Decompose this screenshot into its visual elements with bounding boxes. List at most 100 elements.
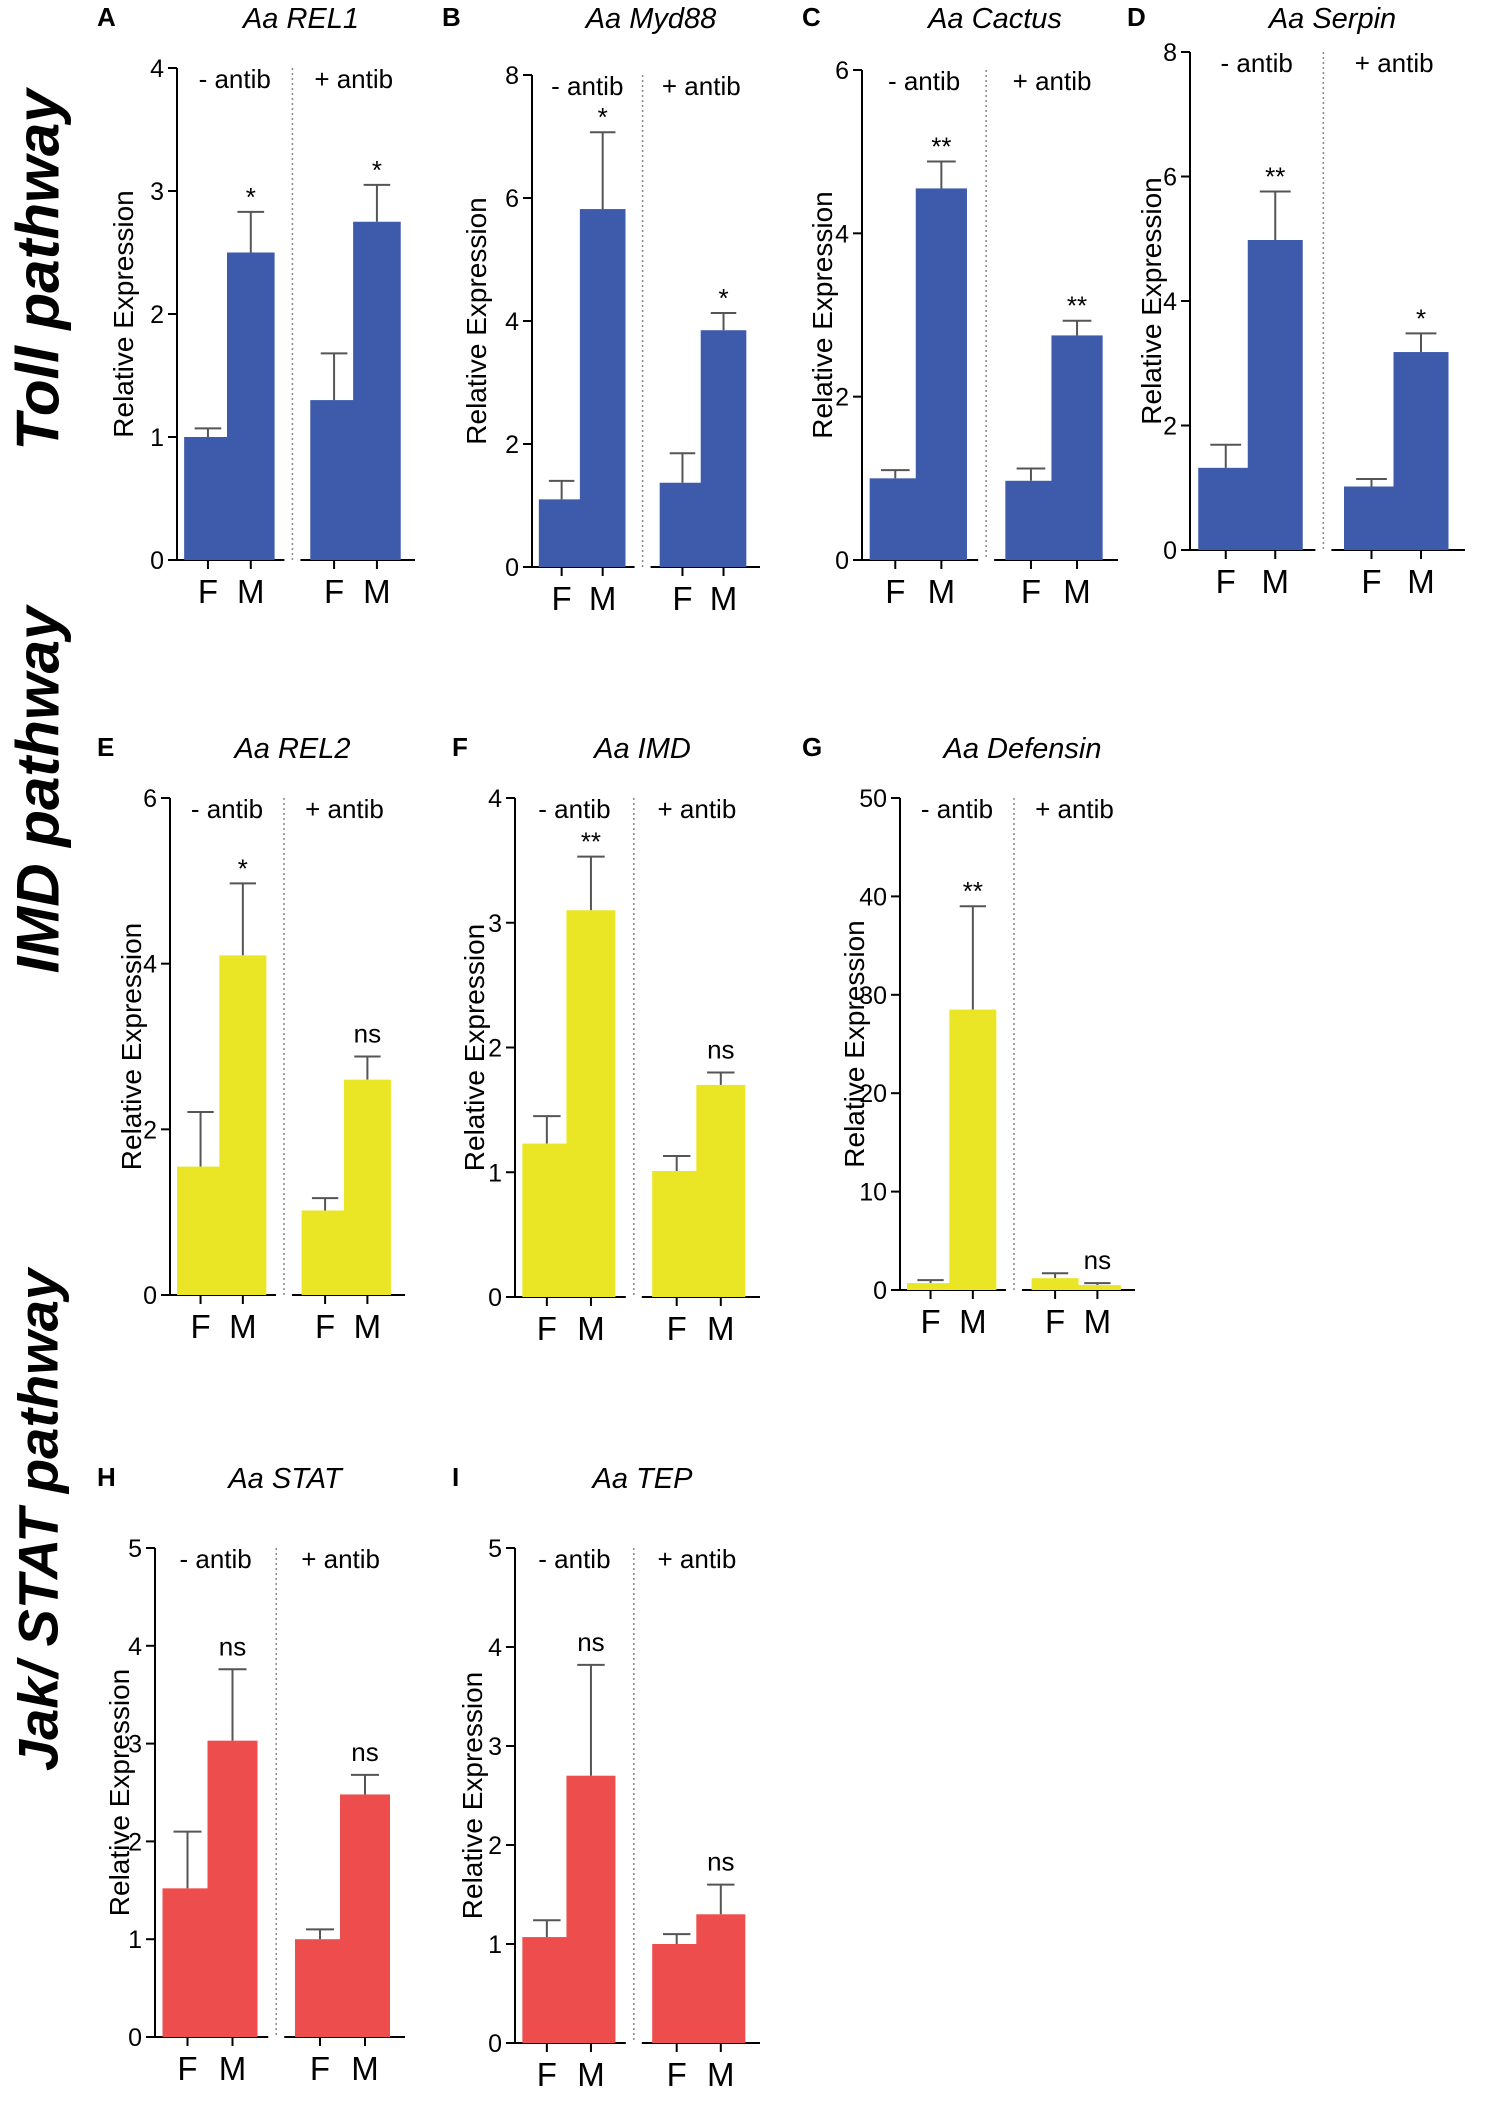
chart-title: Aa TEP	[591, 1463, 694, 1495]
imd-pathway-label: IMD pathway	[4, 606, 72, 974]
category-label: M	[237, 573, 265, 610]
group-label: - antib	[921, 794, 993, 824]
chart-c: C Aa Cactus 0 2 4 6 Relative Expression - antib…	[802, 2, 1118, 610]
y-axis-label: Relative Expression	[116, 923, 147, 1170]
category-label: M	[707, 1310, 735, 1347]
bar	[522, 1937, 572, 2043]
chart-i: I Aa TEP 0 1 2 3 4 5 Relative Expression - antib +…	[452, 1462, 760, 2093]
bar	[1051, 335, 1103, 560]
chart-e: E Aa REL2 0 2 4 6 Relative Expression - antib + …	[97, 732, 405, 1345]
chart-a: A Aa REL1 0 1 2 3 4 Relative Expression - antib +…	[97, 2, 415, 610]
panel-a: A Aa REL1 0 1 2 3 4 Relative Expression - antib +…	[95, 0, 425, 640]
y-axis-label: Relative Expression	[457, 1672, 488, 1919]
y-tick-label: 3	[488, 910, 502, 938]
bar	[1198, 467, 1254, 550]
category-label: M	[959, 1303, 987, 1340]
category-label: F	[310, 2050, 330, 2087]
group-label: + antib	[301, 1544, 380, 1574]
y-tick-label: 10	[859, 1179, 887, 1207]
chart-b: B Aa Myd88 0 2 4 6 8 Relative Expression - antib…	[442, 2, 760, 617]
panel-b: B Aa Myd88 0 2 4 6 8 Relative Expression - antib…	[440, 0, 770, 640]
y-tick-label: 20	[859, 1080, 887, 1108]
bar	[915, 188, 967, 560]
y-tick-label: 4	[488, 785, 502, 813]
category-label: F	[885, 573, 905, 610]
category-label: F	[315, 1308, 335, 1345]
bar	[207, 1740, 258, 2037]
chart-title: Aa Serpin	[1267, 3, 1396, 35]
category-label: M	[1084, 1303, 1112, 1340]
bar	[907, 1283, 955, 1290]
y-tick-label: 4	[505, 308, 519, 336]
group-label: - antib	[538, 794, 610, 824]
y-tick-label: 4	[488, 1634, 502, 1662]
panel-g: G Aa Defensin 0 10 20 30 40 50 Relative Expressi…	[800, 730, 1150, 1370]
category-label: F	[537, 1310, 557, 1347]
category-label: F	[552, 580, 572, 617]
y-tick-label: 50	[859, 785, 887, 813]
category-label: F	[190, 1308, 210, 1345]
bar	[310, 400, 358, 560]
y-tick-label: 3	[488, 1733, 502, 1761]
panel-letter: A	[97, 2, 116, 32]
y-tick-label: 3	[128, 1731, 142, 1759]
y-tick-label: 8	[505, 62, 519, 90]
category-label: F	[667, 2056, 687, 2093]
group-label: + antib	[662, 71, 741, 101]
y-axis-label: Relative Expression	[1136, 177, 1167, 424]
significance-label: **	[963, 876, 983, 906]
chart-title: Aa IMD	[592, 733, 691, 765]
category-label: M	[219, 2050, 247, 2087]
category-label: M	[710, 580, 738, 617]
panel-d: D Aa Serpin 0 2 4 6 8 Relative Expression - anti…	[1125, 0, 1475, 640]
y-tick-label: 2	[835, 384, 849, 412]
bar	[1005, 480, 1057, 560]
y-tick-label: 0	[488, 2030, 502, 2058]
category-label: M	[577, 1310, 605, 1347]
y-axis-label: Relative Expression	[461, 197, 492, 444]
chart-title: Aa STAT	[226, 1463, 344, 1495]
bar	[652, 1171, 702, 1297]
chart-g: G Aa Defensin 0 10 20 30 40 50 Relative Expressi…	[802, 732, 1135, 1340]
chart-title: Aa Cactus	[926, 3, 1062, 35]
significance-label: *	[598, 102, 608, 132]
y-tick-label: 1	[488, 1931, 502, 1959]
significance-label: **	[1265, 161, 1285, 191]
bar	[696, 1914, 746, 2043]
bar	[579, 209, 626, 567]
bar	[566, 1775, 616, 2043]
panel-letter: F	[452, 732, 468, 762]
y-tick-label: 5	[128, 1535, 142, 1563]
category-label: M	[1407, 563, 1435, 600]
y-axis-label: Relative Expression	[108, 190, 139, 437]
group-label: + antib	[658, 1544, 737, 1574]
y-tick-label: 4	[835, 220, 849, 248]
y-tick-label: 1	[128, 1926, 142, 1954]
group-label: - antib	[199, 64, 271, 94]
bar	[652, 1944, 702, 2043]
panel-letter: H	[97, 1462, 116, 1492]
bar	[219, 955, 267, 1295]
bar	[177, 1166, 225, 1295]
bar	[1247, 239, 1303, 550]
bar	[1393, 352, 1449, 550]
y-tick-label: 0	[1163, 537, 1177, 565]
significance-label: ns	[351, 1737, 378, 1767]
panel-letter: G	[802, 732, 822, 762]
chart-title: Aa REL2	[232, 733, 350, 765]
bar	[162, 1888, 213, 2037]
category-label: M	[577, 2056, 605, 2093]
panel-c: C Aa Cactus 0 2 4 6 Relative Expression - antib…	[800, 0, 1130, 640]
group-label: - antib	[888, 66, 960, 96]
group-label: + antib	[305, 794, 384, 824]
chart-h: H Aa STAT 0 1 2 3 4 5 Relative Expression - antib…	[97, 1462, 405, 2087]
y-axis-label: Relative Expression	[459, 924, 490, 1171]
bar	[696, 1084, 746, 1297]
bar	[700, 330, 747, 567]
significance-label: *	[1416, 303, 1426, 333]
significance-label: **	[1067, 291, 1087, 321]
y-tick-label: 0	[873, 1277, 887, 1305]
group-label: + antib	[1013, 66, 1092, 96]
category-label: M	[1262, 563, 1290, 600]
category-label: F	[920, 1303, 940, 1340]
